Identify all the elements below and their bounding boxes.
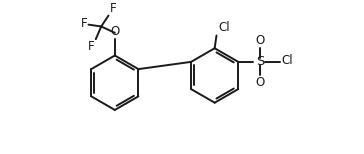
Text: O: O [256,34,265,47]
Text: Cl: Cl [281,55,293,67]
Text: S: S [256,55,264,68]
Text: O: O [110,25,119,38]
Text: Cl: Cl [218,21,230,34]
Text: F: F [81,17,88,30]
Text: F: F [88,40,95,53]
Text: F: F [110,2,116,15]
Text: O: O [256,76,265,89]
